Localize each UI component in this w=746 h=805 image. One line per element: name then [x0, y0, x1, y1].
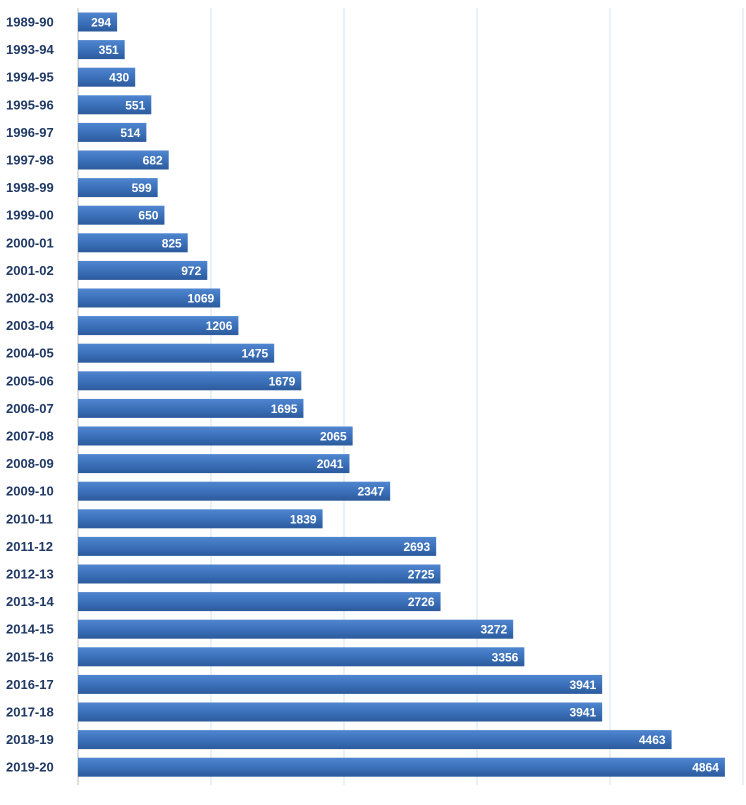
category-label: 2015-16: [6, 649, 54, 664]
category-label: 2000-01: [6, 235, 54, 250]
category-label: 2013-14: [6, 594, 54, 609]
data-label: 1695: [271, 402, 298, 416]
data-label: 650: [138, 209, 158, 223]
bar: [78, 674, 603, 694]
bar: [78, 454, 350, 474]
bar: [78, 67, 136, 87]
category-label: 2006-07: [6, 401, 54, 416]
data-label: 4463: [639, 733, 666, 747]
category-label: 2004-05: [6, 346, 54, 361]
data-label: 2726: [408, 595, 435, 609]
data-label: 430: [109, 71, 129, 85]
bar: [78, 288, 221, 308]
data-label: 1839: [290, 512, 317, 526]
data-label: 2725: [408, 568, 435, 582]
category-label: 2017-18: [6, 705, 54, 720]
bar: [78, 260, 208, 280]
gridlines: [77, 8, 744, 785]
bar: [78, 95, 152, 115]
bar: [78, 481, 391, 501]
data-label: 599: [132, 181, 152, 195]
bar: [78, 371, 302, 391]
data-label: 3272: [480, 623, 507, 637]
category-label: 2002-03: [6, 291, 54, 306]
category-label: 2018-19: [6, 732, 54, 747]
category-label: 2009-10: [6, 484, 54, 499]
category-label: 2007-08: [6, 429, 54, 444]
bar: [78, 205, 165, 225]
data-label: 551: [125, 98, 145, 112]
category-label: 1997-98: [6, 153, 54, 168]
category-label: 2001-02: [6, 263, 54, 278]
data-label: 1069: [187, 292, 214, 306]
bar: [78, 730, 672, 750]
category-label: 2019-20: [6, 760, 54, 775]
category-label: 2012-13: [6, 567, 54, 582]
bar: [78, 122, 147, 142]
category-label: 1998-99: [6, 180, 54, 195]
data-label: 294: [91, 16, 111, 30]
bar: [78, 12, 118, 32]
category-label: 2003-04: [6, 318, 54, 333]
bar: [78, 426, 353, 446]
category-label: 1999-00: [6, 208, 54, 223]
bar: [78, 343, 275, 363]
bar: [78, 592, 441, 612]
category-label: 1995-96: [6, 97, 54, 112]
data-label: 2347: [357, 485, 384, 499]
data-label: 2065: [320, 430, 347, 444]
bar: [78, 647, 525, 667]
data-label: 351: [99, 43, 119, 57]
category-label: 1996-97: [6, 125, 54, 140]
bar: [78, 619, 514, 639]
category-label: 1989-90: [6, 15, 54, 30]
category-label: 2016-17: [6, 677, 54, 692]
bar: [78, 702, 603, 722]
data-label: 3356: [492, 650, 519, 664]
category-label: 2010-11: [6, 511, 53, 526]
bar: [78, 398, 304, 418]
bar: [78, 233, 188, 253]
bar: [78, 40, 125, 60]
category-label: 2014-15: [6, 622, 54, 637]
data-label: 1679: [269, 374, 296, 388]
category-label: 1993-94: [6, 42, 54, 57]
bar: [78, 150, 169, 170]
category-label: 2005-06: [6, 373, 54, 388]
category-label: 2008-09: [6, 456, 54, 471]
category-label: 1994-95: [6, 70, 54, 85]
data-label: 825: [162, 236, 182, 250]
data-label: 3941: [569, 706, 596, 720]
bar: [78, 757, 725, 777]
bar: [78, 316, 239, 336]
bar: [78, 178, 158, 198]
category-labels: 1989-90 1993-94 1994-95 1995-96 1996-97 1997-…: [6, 15, 54, 775]
category-label: 2011-12: [6, 539, 53, 554]
data-label: 514: [120, 126, 140, 140]
data-label: 3941: [569, 678, 596, 692]
data-label: 2041: [317, 457, 344, 471]
bar: [78, 509, 323, 529]
data-label: 972: [181, 264, 201, 278]
data-label: 1206: [206, 319, 233, 333]
bar: [78, 564, 441, 584]
data-label: 2693: [403, 540, 430, 554]
data-label: 682: [143, 154, 163, 168]
data-label: 4864: [692, 761, 719, 775]
data-label: 1475: [241, 347, 268, 361]
bar: [78, 536, 437, 556]
